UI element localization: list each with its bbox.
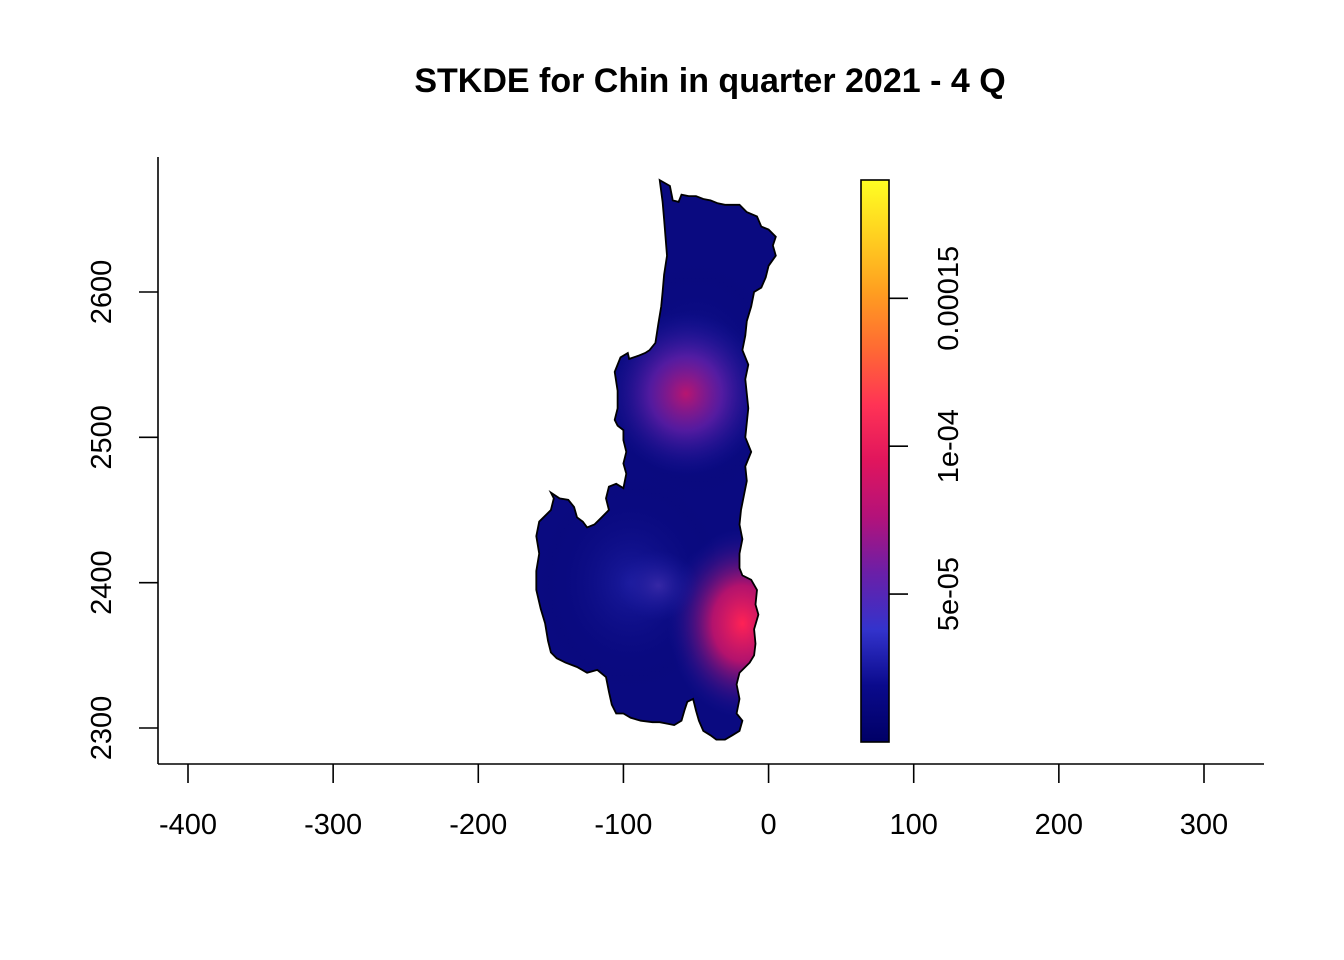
density-hotspot [618,550,699,621]
density-hotspot [605,311,766,476]
density-map [535,178,777,741]
y-tick-label: 2500 [86,405,118,470]
x-tick-label: -100 [594,809,652,841]
x-tick-label: -300 [304,809,362,841]
x-tick-label: -200 [449,809,507,841]
colorbar: 5e-05 1e-04 0.00015 [860,179,965,743]
colorbar-tick-label: 1e-04 [933,409,965,483]
x-tick-label: 200 [1035,809,1083,841]
x-tick-label: 300 [1180,809,1228,841]
colorbar-tick-label: 5e-05 [933,557,965,631]
x-tick-label: -400 [159,809,217,841]
x-tick-label: 100 [890,809,938,841]
colorbar-tick-label: 0.00015 [933,246,965,351]
axes: -400 -300 -200 -100 0 100 200 300 2300 2400 2500 2… [86,157,1264,841]
y-tick-label: 2400 [86,550,118,615]
colorbar-rect [860,179,890,743]
chart-title: STKDE for Chin in quarter 2021 - 4 Q [414,62,1005,100]
y-tick-label: 2600 [86,260,118,325]
x-tick-label: 0 [761,809,777,841]
y-tick-label: 2300 [86,696,118,761]
density-hotspot [667,528,776,719]
region-outline [535,178,777,741]
